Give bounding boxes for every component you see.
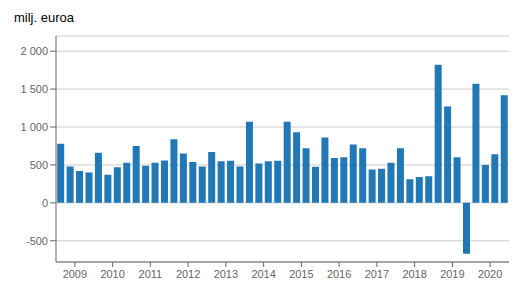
svg-text:2020: 2020 [478, 268, 502, 280]
svg-text:2009: 2009 [63, 268, 87, 280]
svg-text:2010: 2010 [100, 268, 124, 280]
svg-text:1 500: 1 500 [20, 83, 48, 95]
svg-text:-500: -500 [26, 235, 48, 247]
svg-text:2015: 2015 [289, 268, 313, 280]
svg-text:0: 0 [42, 197, 48, 209]
svg-text:2014: 2014 [251, 268, 275, 280]
svg-text:2 000: 2 000 [20, 45, 48, 57]
svg-text:500: 500 [30, 159, 48, 171]
svg-text:2018: 2018 [402, 268, 426, 280]
svg-text:1 000: 1 000 [20, 121, 48, 133]
svg-text:2012: 2012 [176, 268, 200, 280]
svg-text:2013: 2013 [214, 268, 238, 280]
svg-text:2017: 2017 [365, 268, 389, 280]
html-text:milj. euroa: milj. euroa [14, 10, 74, 25]
svg-text:2011: 2011 [139, 268, 163, 280]
svg-text:2019: 2019 [440, 268, 464, 280]
svg-text:2016: 2016 [327, 268, 351, 280]
